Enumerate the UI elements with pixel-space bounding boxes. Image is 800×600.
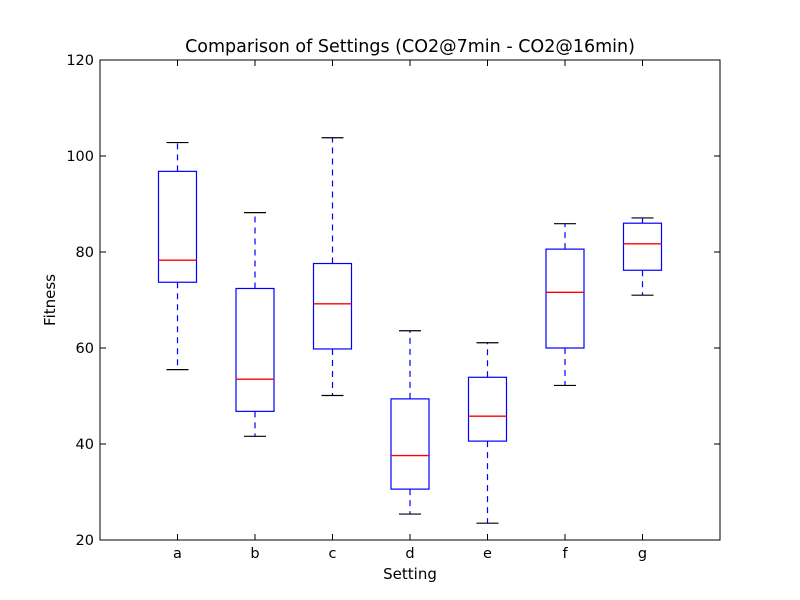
box-g	[622, 217, 663, 296]
x-tick-label: f	[562, 546, 568, 562]
box-d	[390, 330, 430, 515]
box-f	[545, 223, 585, 387]
y-tick-label: 40	[76, 437, 94, 453]
plot-frame	[99, 59, 721, 541]
y-axis-label: Fitness	[41, 274, 59, 326]
box-c	[312, 137, 353, 397]
x-tick-label: b	[250, 546, 259, 562]
x-tick-label: a	[173, 546, 182, 562]
chart-title: Comparison of Settings (CO2@7min - CO2@1…	[185, 37, 635, 57]
box-iqr	[235, 287, 275, 412]
y-tick-label: 20	[76, 533, 94, 549]
plot-area	[157, 137, 663, 524]
box-iqr	[467, 376, 508, 442]
y-tick-label: 120	[66, 53, 94, 69]
box-b	[235, 212, 275, 437]
x-tick-label: c	[329, 546, 337, 562]
x-tick-label: e	[483, 546, 492, 562]
box-iqr	[157, 170, 198, 283]
y-tick-label: 100	[66, 149, 94, 165]
box-iqr	[545, 248, 585, 349]
box-a	[157, 141, 198, 371]
x-axis-label: Setting	[383, 565, 437, 583]
y-tick-label: 80	[76, 245, 94, 261]
box-iqr	[390, 398, 430, 490]
box-iqr	[622, 222, 663, 271]
box-iqr	[312, 262, 353, 350]
x-tick-label: d	[405, 546, 414, 562]
axes: 20 40 60 80 100 120 a b c d e f g	[66, 53, 720, 562]
x-tick-label: g	[638, 546, 647, 562]
y-tick-label: 60	[76, 341, 94, 357]
box-e	[467, 342, 508, 524]
